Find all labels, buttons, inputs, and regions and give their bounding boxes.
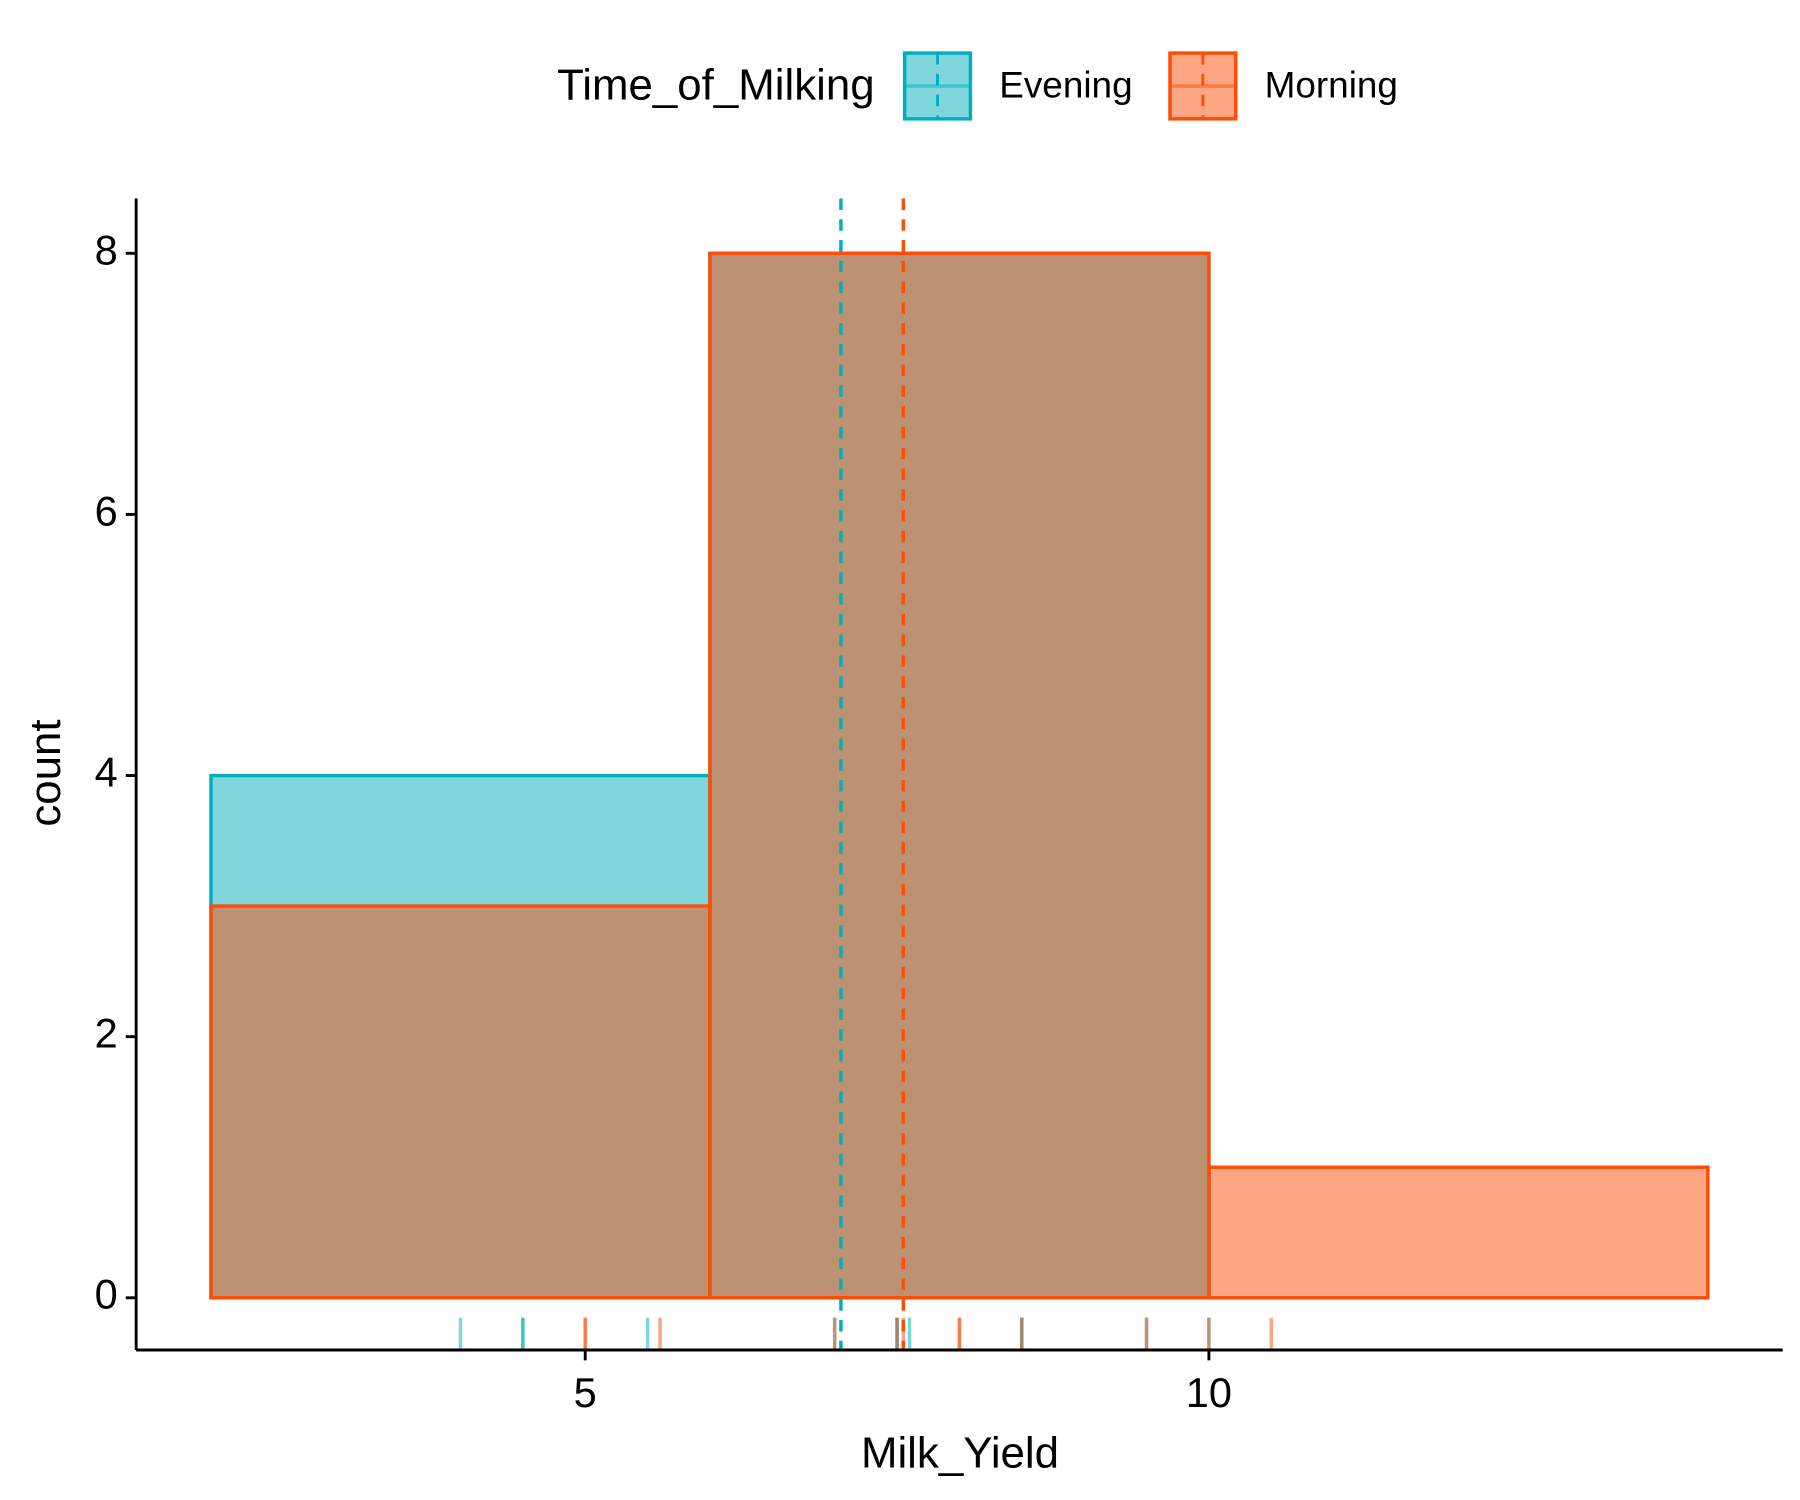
x-tick-label: 10 bbox=[1186, 1369, 1232, 1416]
legend-label: Evening bbox=[999, 64, 1132, 105]
histogram-bar bbox=[708, 251, 1211, 1300]
x-axis-title: Milk_Yield bbox=[861, 1429, 1059, 1478]
legend-label: Morning bbox=[1265, 64, 1398, 105]
y-tick-label: 6 bbox=[95, 487, 118, 534]
legend-title: Time_of_Milking bbox=[557, 60, 874, 109]
y-tick-label: 4 bbox=[95, 749, 118, 796]
x-tick-label: 5 bbox=[574, 1369, 597, 1416]
histogram-bar bbox=[1207, 1165, 1710, 1300]
histogram-bar bbox=[209, 904, 712, 1300]
y-axis-title: count bbox=[21, 719, 70, 826]
y-tick-label: 0 bbox=[95, 1271, 118, 1318]
y-tick-label: 2 bbox=[95, 1010, 118, 1057]
y-tick-label: 8 bbox=[95, 226, 118, 273]
